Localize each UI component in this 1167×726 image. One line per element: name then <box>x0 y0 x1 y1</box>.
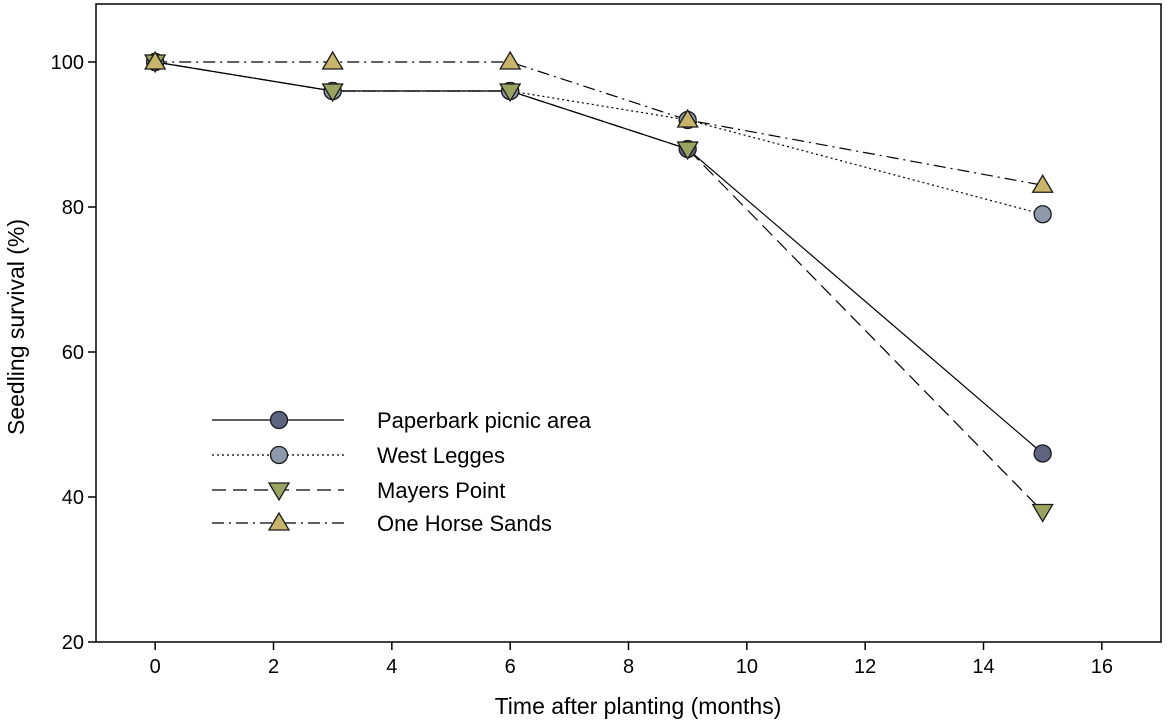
x-axis-title: Time after planting (months) <box>495 693 782 719</box>
legend-label: Mayers Point <box>377 478 505 503</box>
data-point <box>321 50 344 70</box>
legend-label: Paperbark picnic area <box>377 408 592 433</box>
y-tick-label: 20 <box>62 632 84 654</box>
x-tick-label: 10 <box>736 656 758 678</box>
data-point <box>1033 205 1052 224</box>
data-point <box>144 50 167 70</box>
x-tick-label: 0 <box>150 656 161 678</box>
plot-frame <box>95 3 1162 643</box>
x-tick-label: 14 <box>972 656 994 678</box>
legend-marker <box>269 410 289 430</box>
data-point <box>1033 444 1052 463</box>
data-point <box>321 83 344 103</box>
axes: 0 2 4 6 8 10 12 14 16 20 40 60 80 100 <box>51 52 1113 678</box>
legend-marker <box>269 445 289 465</box>
y-tick-label: 80 <box>62 197 84 219</box>
legend: Paperbark picnic area West Legges Mayers P… <box>212 408 592 536</box>
legend-label: West Legges <box>377 443 505 468</box>
legend-marker <box>267 482 291 502</box>
x-tick-label: 16 <box>1091 656 1113 678</box>
y-tick-label: 40 <box>62 487 84 509</box>
series-line <box>155 61 1044 454</box>
x-tick-label: 12 <box>854 656 876 678</box>
series-line <box>155 61 1043 215</box>
y-tick-label: 100 <box>51 52 84 74</box>
legend-label: One Horse Sands <box>377 511 552 536</box>
legend-marker <box>267 511 291 531</box>
series-lines <box>155 61 1044 512</box>
data-point <box>499 83 522 103</box>
series-line <box>155 61 1044 512</box>
x-tick-label: 8 <box>623 656 634 678</box>
x-tick-label: 2 <box>268 656 279 678</box>
series-line <box>155 61 1043 186</box>
y-axis-title: Seedling survival (%) <box>3 219 29 435</box>
data-point <box>1031 503 1054 523</box>
data-point <box>1031 173 1054 193</box>
data-point <box>676 141 699 161</box>
data-point <box>499 50 522 70</box>
data-point <box>676 108 699 128</box>
x-tick-label: 4 <box>386 656 397 678</box>
series-markers <box>144 50 1054 523</box>
x-tick-label: 6 <box>505 656 516 678</box>
y-tick-label: 60 <box>62 342 84 364</box>
